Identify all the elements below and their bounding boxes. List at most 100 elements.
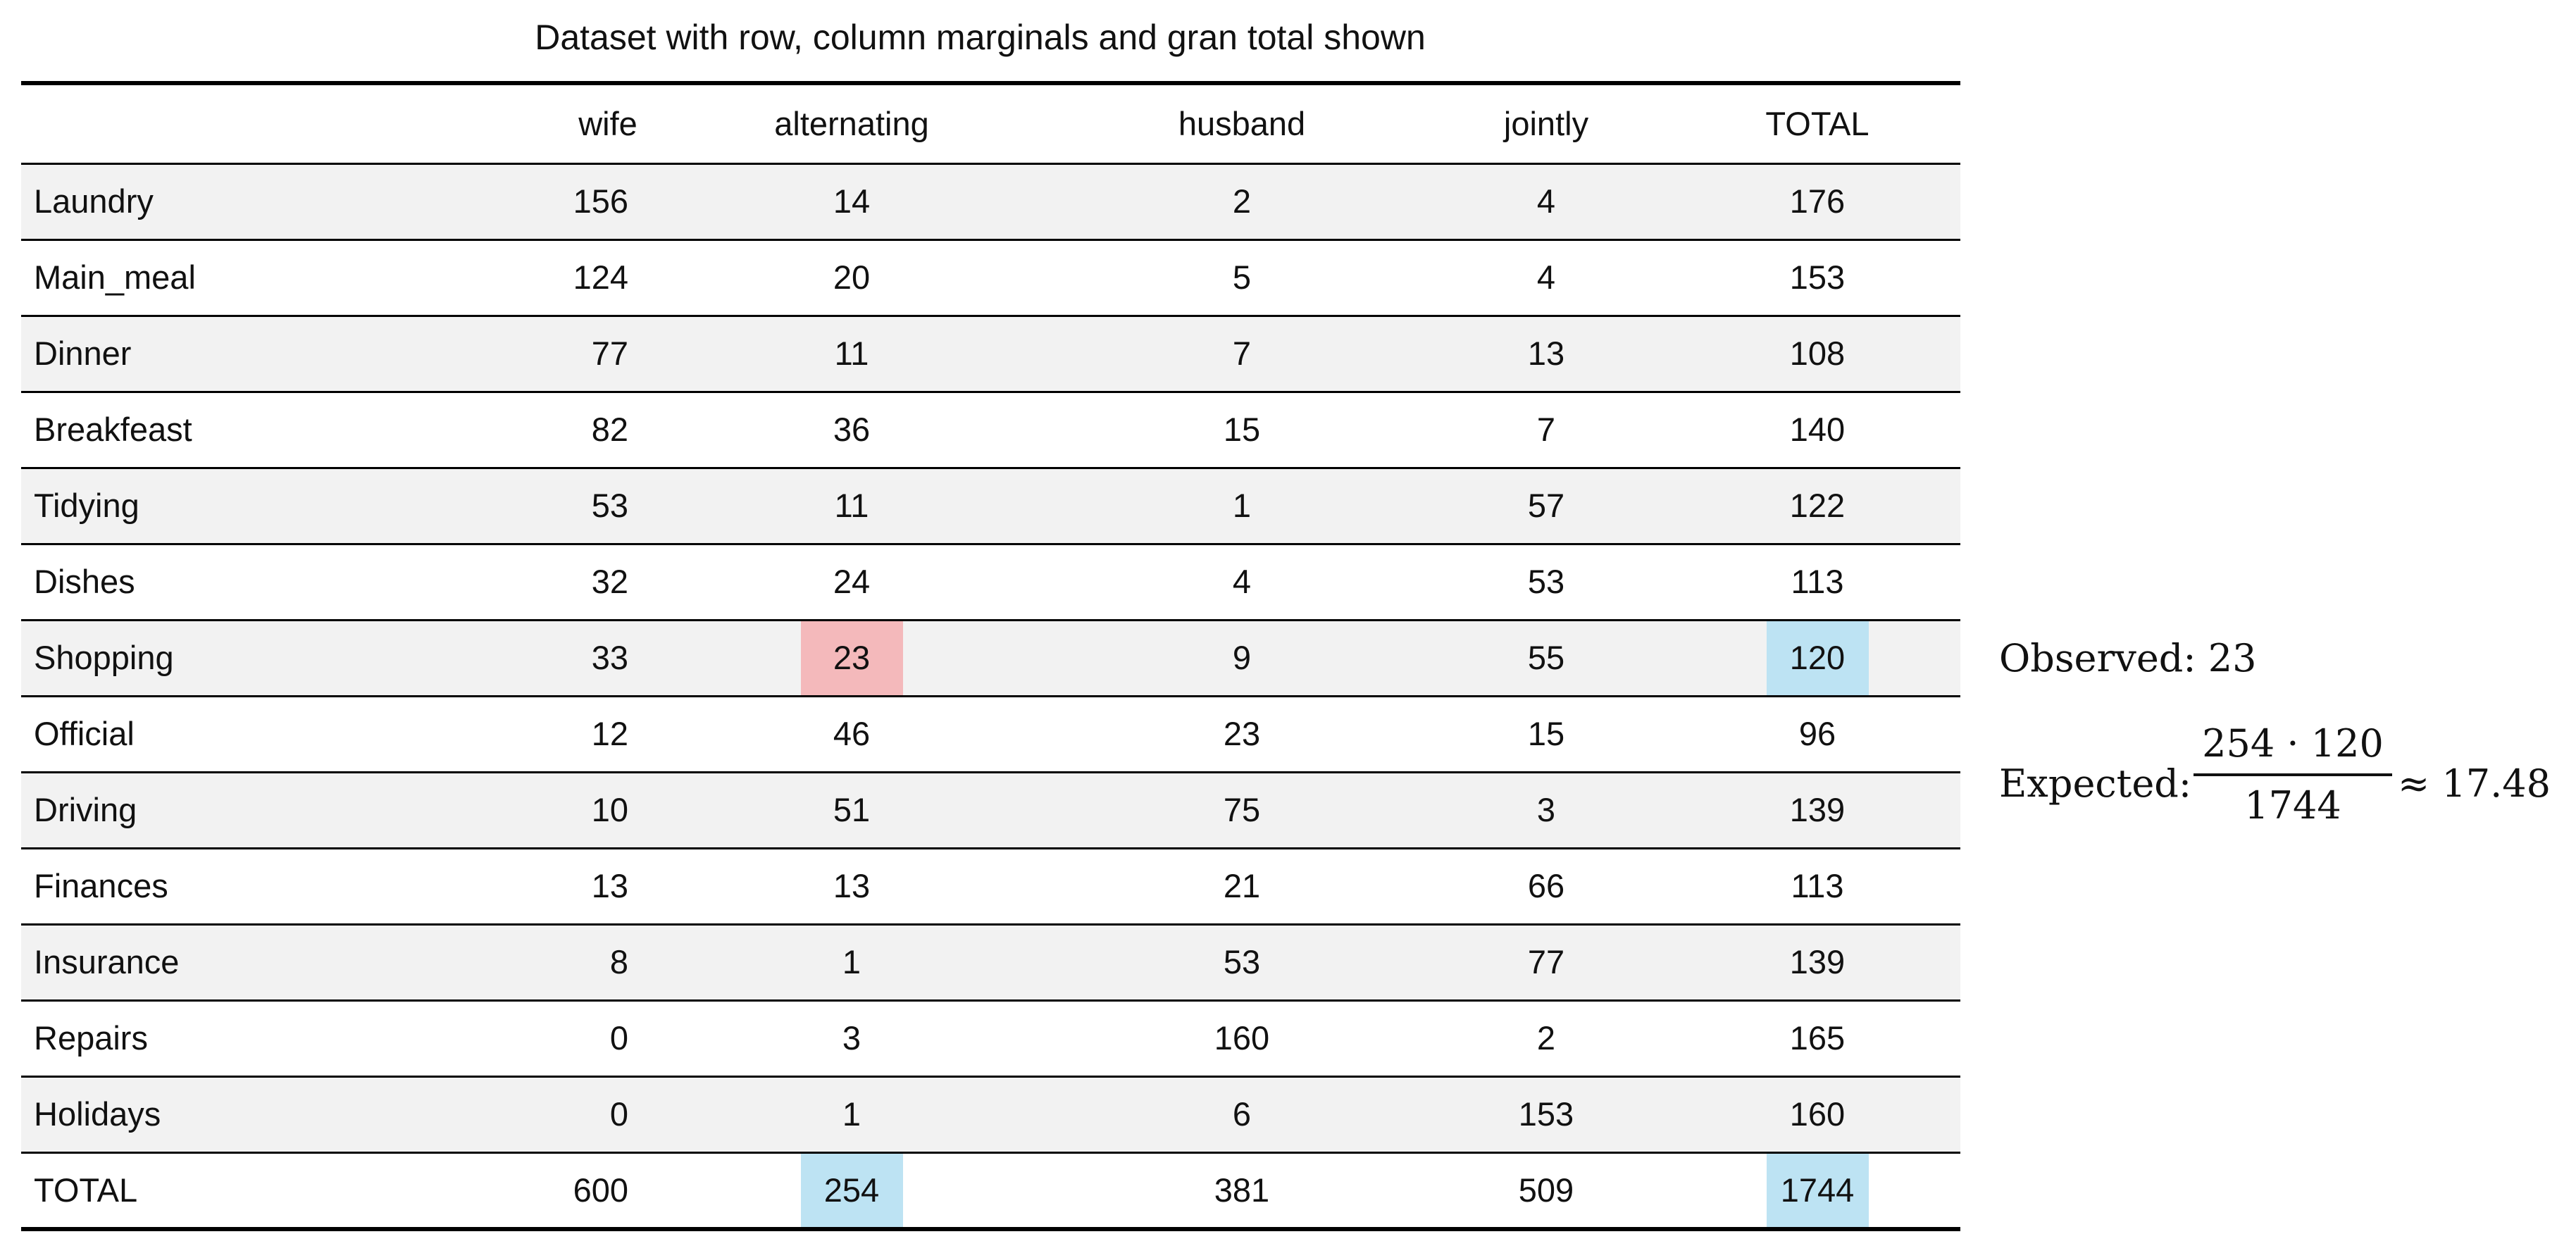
data-cell: 10 xyxy=(591,791,628,828)
header-row: wife alternating husband jointly TOTAL xyxy=(21,84,1960,163)
table-row: Repairs 0 3 160 2 165 xyxy=(21,1000,1960,1076)
highlight-cell xyxy=(1766,620,1869,696)
row-total-cell: 120 xyxy=(1789,639,1846,676)
row-label: Driving xyxy=(34,791,137,828)
data-cell: 2 xyxy=(1232,182,1252,220)
data-cell: 4 xyxy=(1536,258,1556,296)
row-total-cell: 96 xyxy=(1798,715,1836,752)
data-cell: 77 xyxy=(591,335,628,372)
data-cell: 7 xyxy=(1232,335,1252,372)
table-rule xyxy=(21,543,1960,545)
column-header: wife xyxy=(578,105,637,142)
data-cell: 77 xyxy=(1527,943,1565,980)
row-total-cell: 113 xyxy=(1791,867,1844,904)
row-label: Official xyxy=(34,715,135,752)
contingency-table: wife alternating husband jointly TOTAL Laundr… xyxy=(21,81,1960,1233)
table-row: Insurance 8 1 53 77 139 xyxy=(21,924,1960,1000)
data-cell: 24 xyxy=(833,563,871,600)
data-cell: 15 xyxy=(1527,715,1565,752)
table-rule xyxy=(21,81,1960,85)
data-cell: 124 xyxy=(573,258,628,296)
table-rule xyxy=(21,467,1960,469)
data-cell: 75 xyxy=(1223,791,1261,828)
table-rule xyxy=(21,847,1960,849)
expected-denominator: 1744 xyxy=(2244,783,2341,828)
table-rule xyxy=(21,923,1960,926)
data-cell: 3 xyxy=(842,1019,861,1057)
data-cell: 23 xyxy=(1223,715,1261,752)
row-total-cell: 122 xyxy=(1789,487,1846,524)
data-cell: 13 xyxy=(591,867,628,904)
data-cell: 36 xyxy=(833,411,871,448)
fraction-bar xyxy=(2194,773,2392,776)
data-cell: 11 xyxy=(834,487,869,524)
data-cell: 82 xyxy=(591,411,628,448)
row-total-cell: 160 xyxy=(1789,1095,1846,1133)
row-total-cell: 153 xyxy=(1789,258,1846,296)
table-rule xyxy=(21,239,1960,241)
data-cell: 20 xyxy=(833,258,871,296)
row-label: Laundry xyxy=(34,182,154,220)
table-row: Holidays 0 1 6 153 160 xyxy=(21,1076,1960,1152)
row-label: Holidays xyxy=(34,1095,161,1133)
data-cell: 51 xyxy=(833,791,871,828)
table-rule xyxy=(21,1152,1960,1154)
expected-numerator: 254 · 120 xyxy=(2202,721,2384,766)
data-cell: 600 xyxy=(573,1171,628,1209)
data-cell: 4 xyxy=(1232,563,1252,600)
highlight-cell xyxy=(800,620,903,696)
data-cell: 2 xyxy=(1536,1019,1556,1057)
table-rule xyxy=(21,163,1960,165)
data-cell: 12 xyxy=(591,715,628,752)
row-label: Tidying xyxy=(34,487,139,524)
data-cell: 53 xyxy=(591,487,628,524)
data-cell: 9 xyxy=(1232,639,1252,676)
table-rule xyxy=(21,695,1960,697)
data-cell: 21 xyxy=(1223,867,1261,904)
table-row: Laundry 156 14 2 4 176 xyxy=(21,163,1960,239)
data-cell: 13 xyxy=(1527,335,1565,372)
observed-annotation: Observed: 23 xyxy=(1999,636,2257,680)
data-cell: 1 xyxy=(842,1095,861,1133)
row-total-cell: 113 xyxy=(1791,563,1844,600)
row-label: Shopping xyxy=(34,639,174,676)
table-row: Driving 10 51 75 3 139 xyxy=(21,772,1960,848)
data-cell: 13 xyxy=(833,867,871,904)
table-rule xyxy=(21,1076,1960,1078)
table-rule xyxy=(21,619,1960,621)
total-row: TOTAL 600 254 381 509 1744 xyxy=(21,1152,1960,1228)
data-cell: 4 xyxy=(1536,182,1556,220)
data-cell: 53 xyxy=(1223,943,1261,980)
data-cell: 1 xyxy=(842,943,861,980)
data-cell: 3 xyxy=(1536,791,1556,828)
row-label: Dishes xyxy=(34,563,135,600)
column-header: jointly xyxy=(1503,105,1589,142)
data-cell: 53 xyxy=(1527,563,1565,600)
data-cell: 15 xyxy=(1223,411,1261,448)
table-row: Finances 13 13 21 66 113 xyxy=(21,848,1960,924)
table-row: Tidying 53 11 1 57 122 xyxy=(21,468,1960,544)
data-cell: 55 xyxy=(1527,639,1565,676)
data-cell: 57 xyxy=(1527,487,1565,524)
data-cell: 23 xyxy=(833,639,871,676)
table-row: Main_meal 124 20 5 4 153 xyxy=(21,239,1960,316)
data-cell: 11 xyxy=(834,335,869,372)
data-cell: 156 xyxy=(573,182,628,220)
data-cell: 509 xyxy=(1518,1171,1574,1209)
highlight-cell xyxy=(1766,1152,1869,1228)
data-cell: 33 xyxy=(591,639,628,676)
data-cell: 46 xyxy=(833,715,871,752)
data-cell: 0 xyxy=(609,1019,628,1057)
column-header: TOTAL xyxy=(1765,105,1869,142)
data-cell: 32 xyxy=(591,563,628,600)
table-rule xyxy=(21,999,1960,1002)
row-total-cell: 176 xyxy=(1789,182,1846,220)
table-row: Dishes 32 24 4 53 113 xyxy=(21,544,1960,620)
highlight-cell xyxy=(800,1152,903,1228)
row-label: TOTAL xyxy=(34,1171,138,1209)
data-cell: 66 xyxy=(1527,867,1565,904)
row-total-cell: 108 xyxy=(1789,335,1846,372)
expected-fraction: 254 · 120 1744 xyxy=(2194,717,2392,833)
data-cell: 1 xyxy=(1232,487,1252,524)
row-label: Repairs xyxy=(34,1019,148,1057)
